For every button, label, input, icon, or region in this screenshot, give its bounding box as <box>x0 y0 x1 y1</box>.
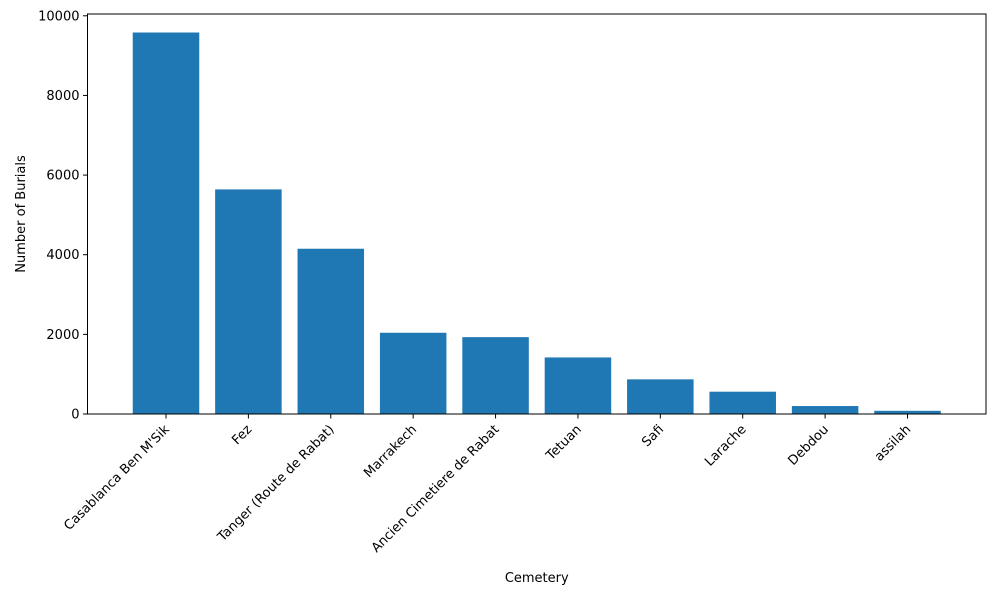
y-tick-label: 8000 <box>46 89 79 104</box>
bar-8 <box>791 406 859 414</box>
bar-6 <box>627 379 694 414</box>
x-tick-label: Larache <box>702 422 749 469</box>
y-axis: 0 2000 4000 6000 8000 10000 <box>38 9 88 423</box>
y-tick-label: 4000 <box>46 248 79 263</box>
bar-1 <box>215 189 282 414</box>
y-tick-label: 2000 <box>46 328 79 343</box>
bar-0 <box>132 32 200 415</box>
x-tick-label: Marrakech <box>361 422 420 481</box>
bar-7 <box>709 391 776 414</box>
bar-4 <box>462 337 529 414</box>
x-tick-label: assilah <box>872 422 914 464</box>
plot-frame <box>87 13 987 415</box>
y-axis-title: Number of Burials <box>14 155 29 273</box>
x-tick-label: Tetuan <box>543 422 585 464</box>
x-tick-label: Debdou <box>785 422 831 468</box>
bars-layer <box>132 32 941 415</box>
y-tick-label: 10000 <box>38 9 79 24</box>
y-tick-label: 6000 <box>46 169 79 184</box>
x-tick-label: Casablanca Ben M'Sik <box>61 422 173 534</box>
x-axis-title: Cemetery <box>505 571 569 586</box>
bar-9 <box>874 410 941 414</box>
bar-2 <box>297 248 365 414</box>
bar-3 <box>379 332 447 414</box>
x-tick-label: Safi <box>639 422 667 450</box>
y-tick-label: 0 <box>71 408 79 423</box>
x-tick-label: Fez <box>229 422 255 448</box>
bar-5 <box>544 357 612 414</box>
